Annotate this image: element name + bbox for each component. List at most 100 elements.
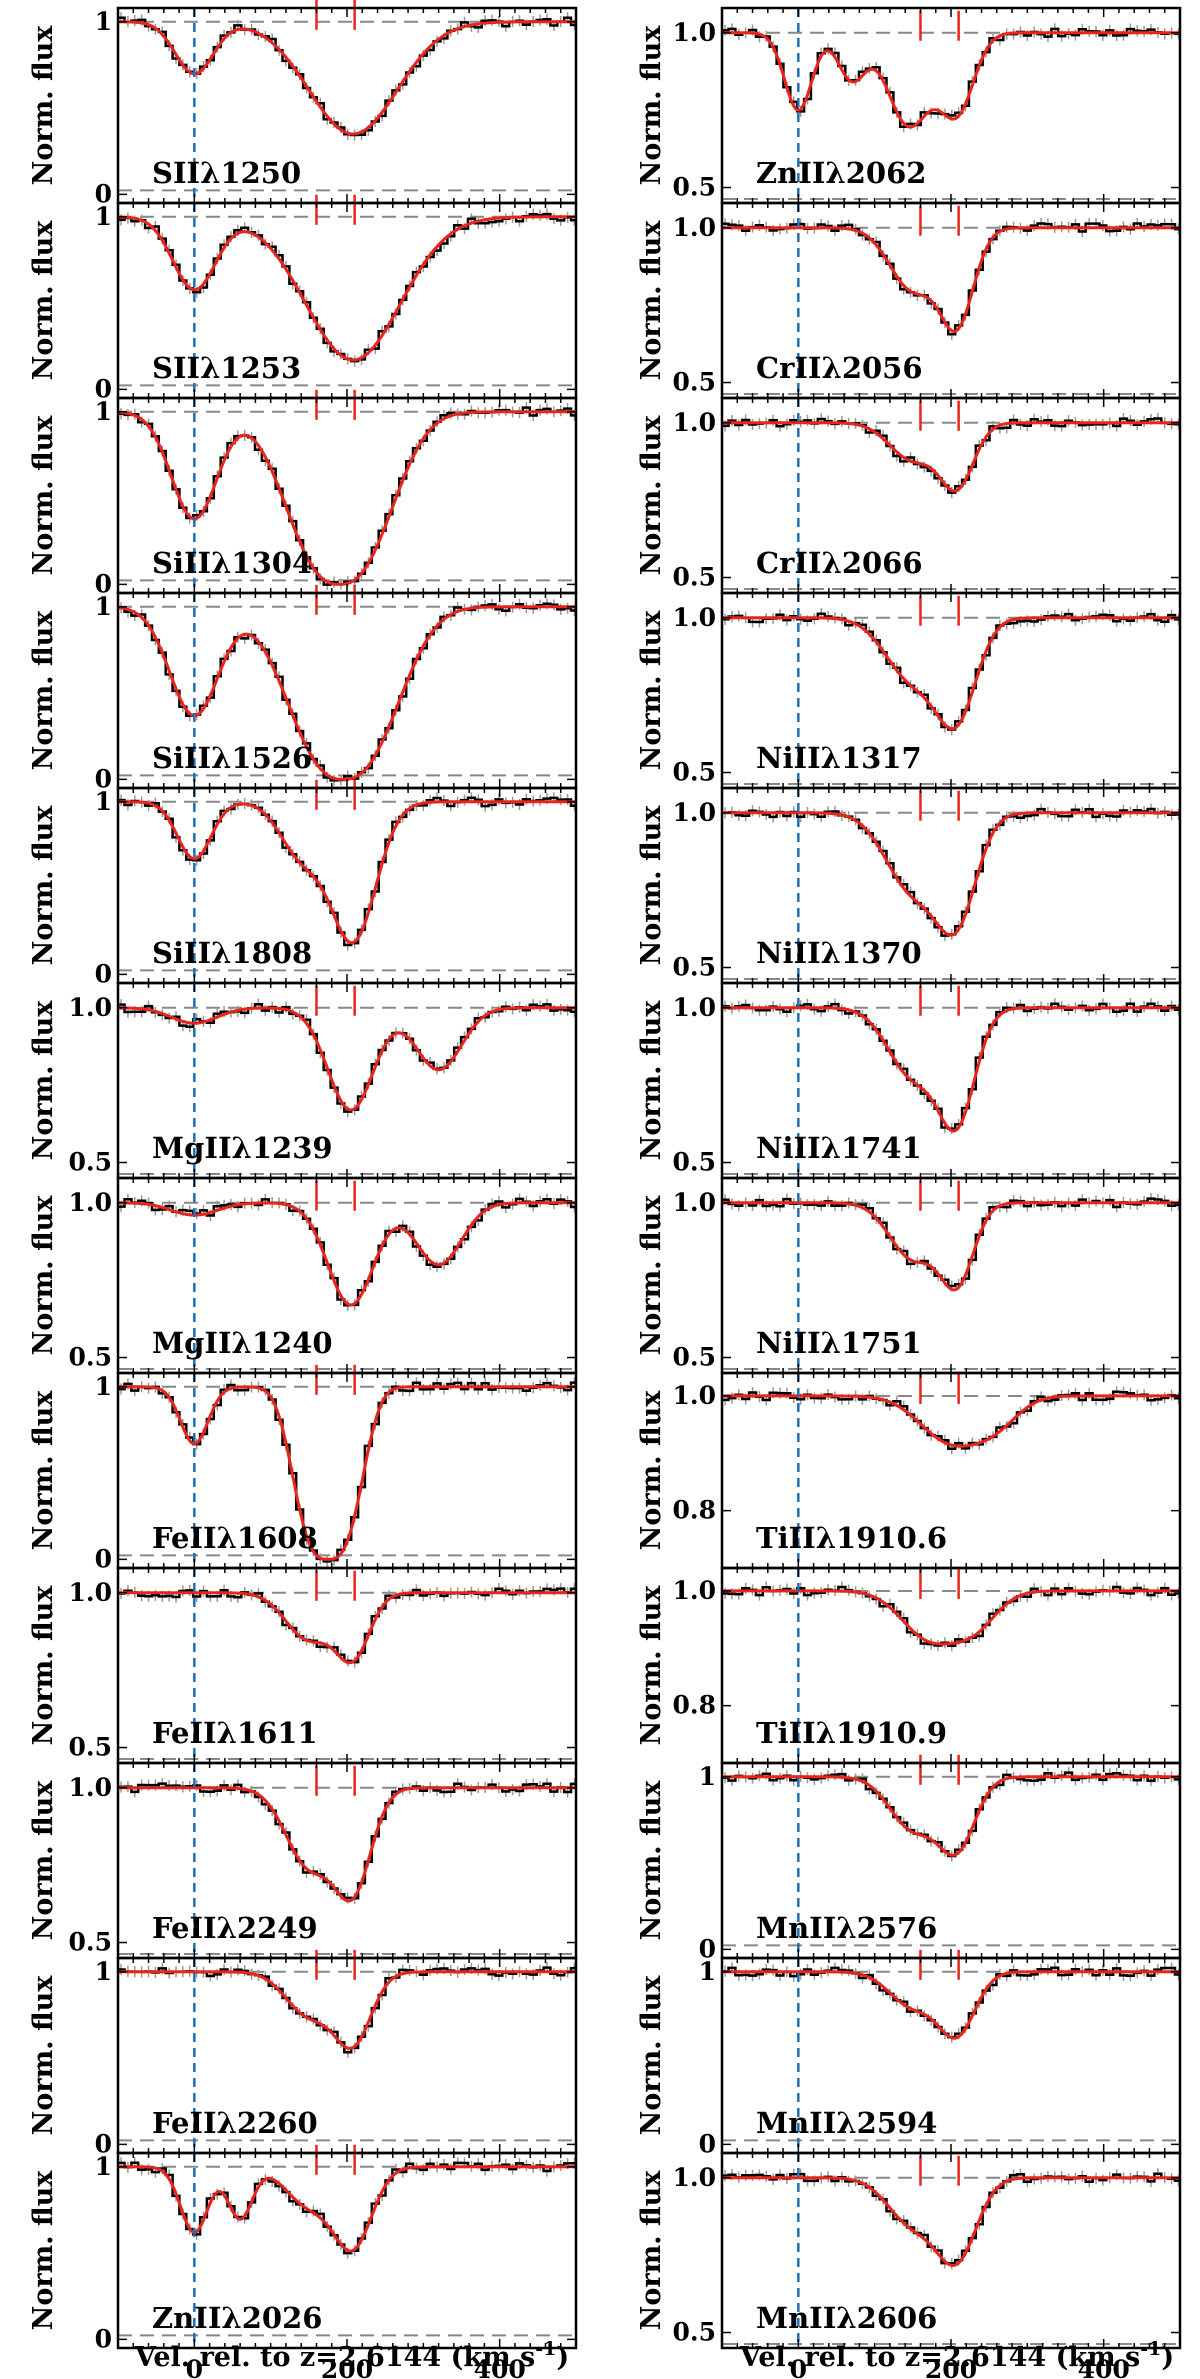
panel-0-1: 0 1 Norm. flux SIIλ1253 xyxy=(28,194,578,403)
flux-data xyxy=(722,2172,1180,2265)
flux-data xyxy=(722,1771,1180,1858)
flux-data xyxy=(118,1966,576,2054)
y-tick-label: 0.5 xyxy=(673,368,717,397)
y-tick-label: 0 xyxy=(95,959,112,988)
model-fit xyxy=(118,1591,576,1665)
y-tick-label: 1.0 xyxy=(69,993,113,1022)
transition-label: MgIIλ1240 xyxy=(152,1326,333,1360)
flux-data xyxy=(118,1782,576,1900)
transition-label: TiIIλ1910.6 xyxy=(756,1521,947,1555)
flux-data xyxy=(722,1390,1180,1451)
y-axis-label: Norm. flux xyxy=(636,1195,667,1356)
panel-plot-area xyxy=(722,1386,1180,1455)
panel-0-5: 0.5 1.0 Norm. flux MgIIλ1239 xyxy=(28,981,578,1180)
y-axis-label: Norm. flux xyxy=(28,1975,59,2136)
y-tick-label: 0.5 xyxy=(673,1343,717,1372)
transition-label: FeIIλ2249 xyxy=(152,1911,318,1945)
model-fit xyxy=(722,1589,1180,1646)
y-tick-label: 0.5 xyxy=(673,758,717,787)
y-axis-label: Norm. flux xyxy=(28,1585,59,1746)
model-fit xyxy=(722,1970,1180,2040)
x-tick-label: 400 xyxy=(1078,2355,1130,2379)
model-fit xyxy=(722,31,1180,129)
y-axis-label: Norm. flux xyxy=(636,220,667,381)
panel-plot-area xyxy=(722,1581,1180,1652)
y-axis-label: Norm. flux xyxy=(28,610,59,771)
model-fit xyxy=(722,1394,1180,1448)
panel-plot-area xyxy=(118,208,576,387)
model-fit xyxy=(118,1970,576,2050)
model-fit xyxy=(118,800,576,945)
model-fit xyxy=(118,1385,576,1561)
y-tick-label: 0 xyxy=(699,2129,716,2158)
x-tick-label: 400 xyxy=(474,2355,526,2379)
flux-data xyxy=(118,1197,576,1307)
y-tick-label: 1.0 xyxy=(673,213,717,242)
y-axis-label: Norm. flux xyxy=(28,2170,59,2331)
panel-0-4: 0 1 Norm. flux SiIIλ1808 xyxy=(28,779,578,988)
y-tick-label: 1 xyxy=(95,397,112,426)
panel-1-9: 0 1 Norm. flux MnIIλ2576 xyxy=(636,1754,1182,1963)
panel-0-0: 0 1 Norm. flux SIIλ1250 xyxy=(28,0,578,208)
x-tick-label: 0 xyxy=(186,2355,203,2379)
y-tick-label: 0 xyxy=(95,374,112,403)
y-tick-label: 0.5 xyxy=(69,1733,113,1762)
y-tick-label: 1 xyxy=(95,787,112,816)
y-tick-label: 0.5 xyxy=(673,173,717,202)
y-axis-label: Norm. flux xyxy=(636,1585,667,1746)
y-axis-label: Norm. flux xyxy=(28,1195,59,1356)
y-axis-label: Norm. flux xyxy=(636,610,667,771)
model-fit xyxy=(722,811,1180,937)
y-axis-label: Norm. flux xyxy=(28,1780,59,1941)
transition-label: MnIIλ2606 xyxy=(756,2301,937,2335)
y-tick-label: 1 xyxy=(95,592,112,621)
y-tick-label: 0 xyxy=(95,2129,112,2158)
transition-label: MnIIλ2594 xyxy=(756,2106,937,2140)
panel-plot-area xyxy=(118,792,576,972)
model-fit xyxy=(722,226,1180,333)
y-axis-label: Norm. flux xyxy=(28,25,59,186)
x-tick-label: 0 xyxy=(790,2355,807,2379)
flux-data xyxy=(722,1585,1180,1648)
y-tick-label: 0.8 xyxy=(673,1496,717,1525)
transition-label: SIIλ1253 xyxy=(152,351,301,385)
model-fit xyxy=(118,1006,576,1112)
y-tick-label: 0.5 xyxy=(69,1343,113,1372)
y-axis-label: Norm. flux xyxy=(636,805,667,966)
y-axis-label: Norm. flux xyxy=(28,1390,59,1551)
transition-label: NiIIλ1317 xyxy=(756,741,922,775)
flux-data xyxy=(118,16,576,137)
y-tick-label: 0.5 xyxy=(673,563,717,592)
model-fit xyxy=(118,215,576,362)
transition-label: SIIλ1250 xyxy=(152,156,301,190)
y-tick-label: 1.0 xyxy=(673,408,717,437)
y-tick-label: 0.5 xyxy=(69,1928,113,1957)
y-tick-label: 0.5 xyxy=(673,953,717,982)
y-tick-label: 1.0 xyxy=(673,2163,717,2192)
y-axis-label: Norm. flux xyxy=(636,415,667,576)
y-tick-label: 1 xyxy=(95,2152,112,2181)
y-axis-label: Norm. flux xyxy=(28,220,59,381)
flux-data xyxy=(722,1197,1180,1288)
y-axis-label: Norm. flux xyxy=(28,1000,59,1161)
panel-plot-area xyxy=(722,1767,1180,1947)
y-tick-label: 0 xyxy=(95,2324,112,2353)
model-fit xyxy=(722,616,1180,731)
x-axis-label-left: Vel. rel. to z=2.6144 (km s-1) xyxy=(134,2338,569,2373)
x-tick-label: 200 xyxy=(925,2355,977,2379)
y-tick-label: 0 xyxy=(699,1934,716,1963)
panel-0-11: 0 1 Norm. flux ZnIIλ2026 0 200 400 xyxy=(28,2144,578,2379)
transition-label: SiIIλ1526 xyxy=(152,741,312,775)
y-tick-label: 1.0 xyxy=(673,1381,717,1410)
y-axis-label: Norm. flux xyxy=(636,25,667,186)
transition-label: NiIIλ1751 xyxy=(756,1326,922,1360)
y-tick-label: 0.5 xyxy=(673,1148,717,1177)
y-tick-label: 0.8 xyxy=(673,1691,717,1720)
